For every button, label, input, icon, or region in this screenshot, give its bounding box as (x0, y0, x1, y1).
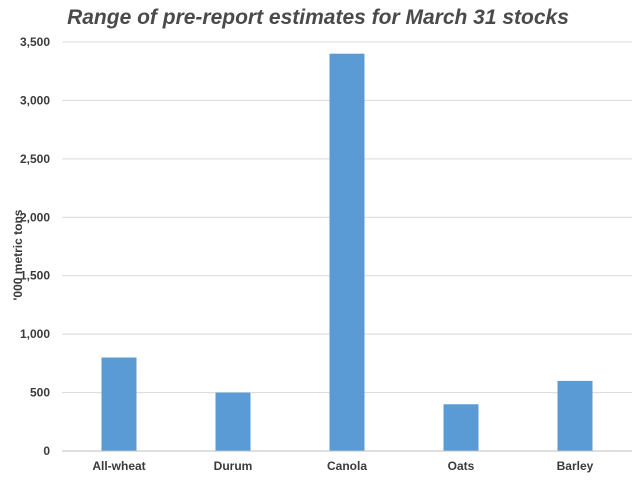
y-tick-label: 1,500 (20, 269, 50, 283)
bar-barley (557, 380, 593, 451)
bars (101, 53, 593, 451)
x-tick-label: Canola (327, 459, 367, 473)
y-axis-ticks: 0 500 1,000 1,500 2,000 2,500 3,000 3,500 (20, 35, 50, 458)
y-tick-label: 0 (43, 444, 50, 458)
bar-durum (215, 392, 251, 451)
x-tick-label: Durum (214, 459, 253, 473)
bar-all-wheat (101, 357, 137, 451)
x-tick-label: All-wheat (92, 459, 145, 473)
y-tick-label: 2,500 (20, 152, 50, 166)
x-tick-label: Oats (448, 459, 475, 473)
bar-canola (329, 53, 365, 451)
y-tick-label: 3,000 (20, 93, 50, 107)
x-tick-label: Barley (557, 459, 594, 473)
chart-title: Range of pre-report estimates for March … (67, 6, 569, 29)
y-tick-label: 3,500 (20, 35, 50, 49)
y-tick-label: 1,000 (20, 327, 50, 341)
y-tick-label: 2,000 (20, 210, 50, 224)
y-axis-label: '000 metric tons (11, 209, 25, 300)
y-tick-label: 500 (30, 386, 50, 400)
x-axis-ticks: All-wheat Durum Canola Oats Barley (92, 459, 593, 473)
bar-oats (443, 404, 479, 451)
